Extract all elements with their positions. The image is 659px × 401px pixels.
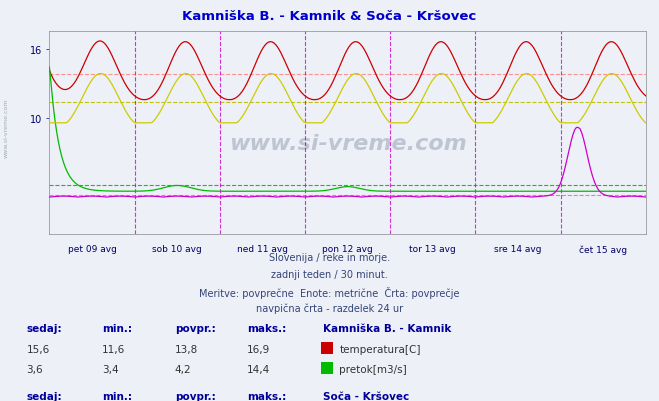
- Text: sre 14 avg: sre 14 avg: [494, 245, 542, 253]
- Text: ned 11 avg: ned 11 avg: [237, 245, 288, 253]
- Text: čet 15 avg: čet 15 avg: [579, 245, 627, 254]
- Text: 3,6: 3,6: [26, 365, 43, 375]
- Text: www.si-vreme.com: www.si-vreme.com: [229, 134, 467, 154]
- Text: maks.:: maks.:: [247, 391, 287, 401]
- Text: 15,6: 15,6: [26, 344, 49, 354]
- Text: sob 10 avg: sob 10 avg: [152, 245, 202, 253]
- Text: Kamniška B. - Kamnik: Kamniška B. - Kamnik: [323, 323, 451, 333]
- Text: pet 09 avg: pet 09 avg: [68, 245, 117, 253]
- Text: sedaj:: sedaj:: [26, 323, 62, 333]
- Text: povpr.:: povpr.:: [175, 323, 215, 333]
- Text: pretok[m3/s]: pretok[m3/s]: [339, 365, 407, 375]
- Text: sedaj:: sedaj:: [26, 391, 62, 401]
- Text: min.:: min.:: [102, 391, 132, 401]
- Text: temperatura[C]: temperatura[C]: [339, 344, 421, 354]
- Text: zadnji teden / 30 minut.: zadnji teden / 30 minut.: [271, 269, 388, 279]
- Text: 16,9: 16,9: [247, 344, 270, 354]
- Text: tor 13 avg: tor 13 avg: [409, 245, 456, 253]
- Text: Meritve: povprečne  Enote: metrične  Črta: povprečje: Meritve: povprečne Enote: metrične Črta:…: [199, 286, 460, 298]
- Text: Soča - Kršovec: Soča - Kršovec: [323, 391, 409, 401]
- Text: Kamniška B. - Kamnik & Soča - Kršovec: Kamniška B. - Kamnik & Soča - Kršovec: [183, 10, 476, 23]
- Text: maks.:: maks.:: [247, 323, 287, 333]
- Text: www.si-vreme.com: www.si-vreme.com: [4, 99, 9, 158]
- Text: pon 12 avg: pon 12 avg: [322, 245, 373, 253]
- Text: navpična črta - razdelek 24 ur: navpična črta - razdelek 24 ur: [256, 303, 403, 314]
- Text: 13,8: 13,8: [175, 344, 198, 354]
- Text: Slovenija / reke in morje.: Slovenija / reke in morje.: [269, 253, 390, 263]
- Text: 4,2: 4,2: [175, 365, 191, 375]
- Text: povpr.:: povpr.:: [175, 391, 215, 401]
- Text: 11,6: 11,6: [102, 344, 125, 354]
- Text: 3,4: 3,4: [102, 365, 119, 375]
- Text: min.:: min.:: [102, 323, 132, 333]
- Text: 14,4: 14,4: [247, 365, 270, 375]
